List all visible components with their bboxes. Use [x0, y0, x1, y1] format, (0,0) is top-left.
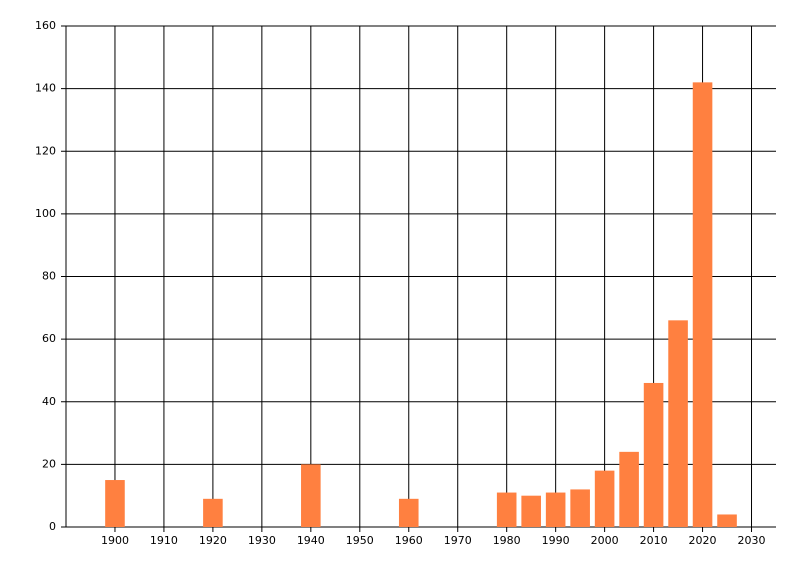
- bar: [570, 489, 590, 527]
- bar: [496, 492, 517, 527]
- bar: [692, 82, 713, 528]
- bar: [203, 498, 223, 527]
- bar: [521, 495, 541, 527]
- x-tick-label: 1900: [101, 534, 129, 547]
- bar: [643, 382, 664, 527]
- x-tick-label: 1970: [444, 534, 472, 547]
- y-tick-label: 40: [42, 395, 56, 408]
- y-tick-label: 20: [42, 457, 56, 470]
- bar: [301, 464, 321, 527]
- bar: [105, 480, 125, 527]
- bar: [619, 451, 639, 527]
- bar: [545, 492, 566, 527]
- x-tick-label: 2010: [640, 534, 668, 547]
- y-tick-label: 60: [42, 332, 56, 345]
- y-tick-label: 80: [42, 270, 56, 283]
- x-tick-label: 2030: [738, 534, 766, 547]
- x-tick-label: 1940: [297, 534, 325, 547]
- x-tick-label: 1910: [150, 534, 178, 547]
- x-tick-label: 1950: [346, 534, 374, 547]
- bar: [668, 320, 688, 527]
- x-tick-label: 1960: [395, 534, 423, 547]
- y-tick-label: 160: [35, 19, 56, 32]
- y-tick-label: 120: [35, 144, 56, 157]
- bar: [398, 498, 419, 527]
- x-tick-label: 1990: [542, 534, 570, 547]
- bar: [594, 470, 615, 527]
- x-tick-label: 1920: [199, 534, 227, 547]
- x-tick-label: 2000: [591, 534, 619, 547]
- y-tick-label: 140: [35, 82, 56, 95]
- x-tick-label: 1980: [493, 534, 521, 547]
- y-tick-label: 100: [35, 207, 56, 220]
- x-tick-label: 1930: [248, 534, 276, 547]
- y-tick-label: 0: [49, 520, 56, 533]
- x-tick-label: 2020: [689, 534, 717, 547]
- bar: [717, 514, 737, 527]
